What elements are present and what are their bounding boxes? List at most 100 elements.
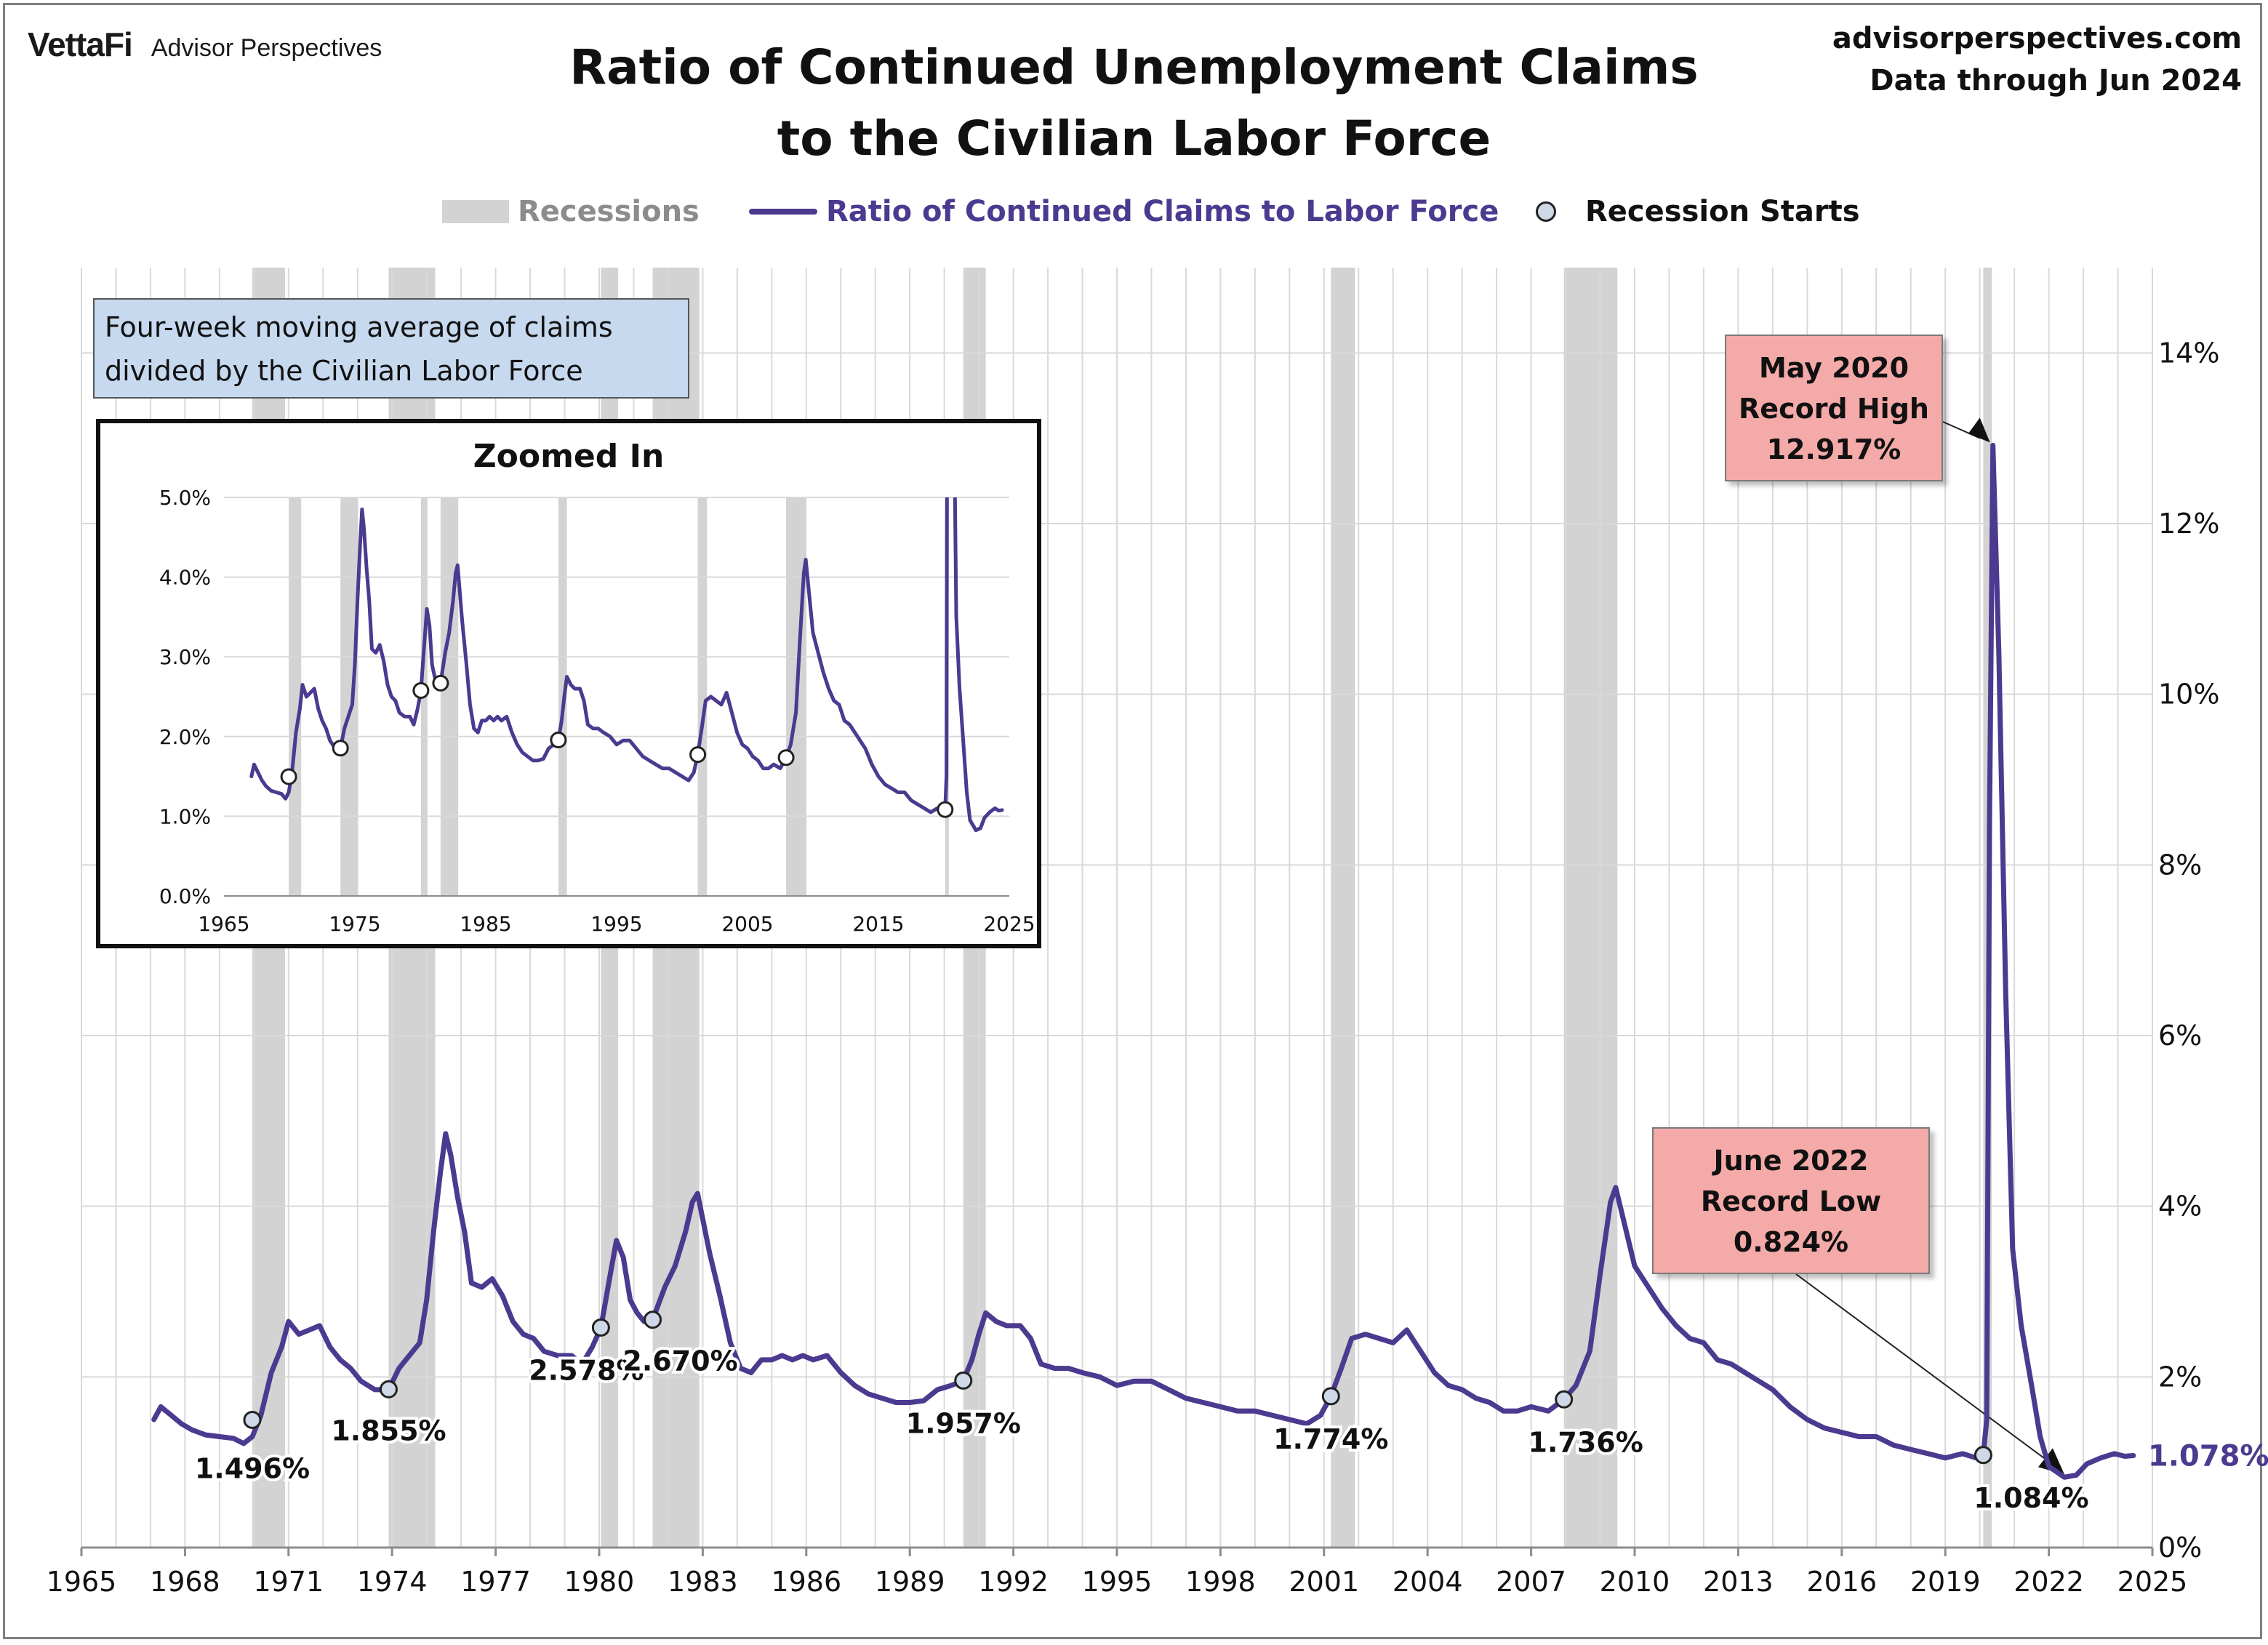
x-tick-label: 1971 — [253, 1566, 324, 1598]
y-tick-label: 0% — [2158, 1532, 2202, 1564]
inset-series-line — [249, 497, 1004, 833]
latest-value-label: 1.078% — [2148, 1440, 2268, 1473]
y-tick-label: 2% — [2158, 1361, 2202, 1393]
inset-recession-start-marker — [412, 681, 430, 699]
y-tick-label: 6% — [2158, 1020, 2202, 1052]
recession-start-label: 1.084% — [1974, 1482, 2088, 1514]
inset-x-tick-label: 1975 — [329, 912, 380, 936]
x-tick-label: 1986 — [771, 1566, 841, 1598]
recession-start-label: 1.774% — [1273, 1423, 1388, 1455]
x-tick-label: 1977 — [460, 1566, 531, 1598]
inset-x-tick-label: 2005 — [721, 912, 773, 936]
recession-start-marker — [243, 1410, 262, 1429]
title-line-2: to the Civilian Labor Force — [777, 111, 1491, 167]
inset-x-tick-label: 2015 — [852, 912, 904, 936]
recession-start-marker — [1555, 1390, 1574, 1409]
x-tick-label: 2001 — [1289, 1566, 1359, 1598]
x-tick-label: 2025 — [2117, 1566, 2188, 1598]
inset-y-tick-label: 3.0% — [159, 645, 211, 669]
record-high-value: 12.917% — [1766, 433, 1902, 465]
x-tick-label: 1983 — [668, 1566, 738, 1598]
x-tick-label: 2016 — [1806, 1566, 1877, 1598]
y-tick-label: 14% — [2158, 337, 2219, 369]
note-line-2: divided by the Civilian Labor Force — [105, 355, 583, 387]
recession-start-marker — [379, 1380, 398, 1398]
record-low-callout: June 2022 Record Low 0.824% — [1652, 1127, 1930, 1274]
recession-start-swatch — [1536, 201, 1556, 222]
inset-recession-start-marker — [689, 746, 707, 764]
y-tick-label: 4% — [2158, 1190, 2202, 1222]
x-tick-label: 2010 — [1600, 1566, 1670, 1598]
record-low-label: Record Low — [1700, 1185, 1882, 1217]
inset-recession-band — [697, 497, 708, 896]
y-tick-label: 8% — [2158, 849, 2202, 881]
recession-start-label: 1.855% — [331, 1414, 446, 1446]
data-through: Data through Jun 2024 — [1870, 64, 2242, 97]
record-low-leader — [1795, 1273, 2055, 1467]
record-high-callout: May 2020 Record High 12.917% — [1725, 335, 1943, 481]
recession-start-label: 2.670% — [622, 1345, 737, 1377]
record-low-arrowhead — [2037, 1448, 2064, 1475]
legend: Recessions Ratio of Continued Claims to … — [0, 195, 2268, 236]
inset-chart: Zoomed In 1965 1975 1985 1995 2005 2015 2025 0.… — [96, 419, 1041, 948]
inset-recession-band — [340, 497, 358, 896]
inset-title: Zoomed In — [473, 438, 665, 475]
recession-start-marker — [1321, 1387, 1340, 1406]
x-tick-label: 1968 — [150, 1566, 220, 1598]
x-tick-label: 2013 — [1703, 1566, 1774, 1598]
x-tick-label: 2007 — [1496, 1566, 1566, 1598]
vettafi-logo: VettaFi — [28, 25, 133, 63]
legend-recessions-label: Recessions — [518, 195, 700, 228]
x-tick-label: 1995 — [1082, 1566, 1153, 1598]
recession-start-marker — [644, 1310, 662, 1329]
recession-start-label: 1.736% — [1528, 1426, 1643, 1458]
inset-y-tick-label: 0.0% — [159, 884, 211, 908]
series-line — [151, 442, 2136, 1480]
inset-recession-band — [440, 497, 459, 896]
brand-name: Advisor Perspectives — [151, 34, 382, 62]
x-tick-label: 2022 — [2013, 1566, 2084, 1598]
recession-start-label: 1.496% — [195, 1452, 310, 1484]
recession-swatch — [442, 200, 509, 223]
x-tick-label: 2019 — [1910, 1566, 1981, 1598]
inset-y-tick-label: 4.0% — [159, 566, 211, 590]
source-info: advisorperspectives.com Data through Jun… — [1832, 17, 2242, 102]
record-low-date: June 2022 — [1713, 1145, 1869, 1177]
inset-recession-start-marker — [332, 740, 349, 757]
inset-recession-start-marker — [432, 674, 449, 692]
recession-start-marker — [591, 1318, 610, 1337]
inset-x-tick-label: 1965 — [198, 912, 249, 936]
inset-recession-start-marker — [550, 732, 567, 749]
inset-recession-start-marker — [937, 801, 954, 818]
recession-start-marker — [954, 1371, 973, 1390]
recession-start-marker — [1974, 1446, 1992, 1465]
x-tick-label: 1998 — [1185, 1566, 1256, 1598]
x-tick-label: 1989 — [875, 1566, 945, 1598]
recession-start-label: 2.578% — [529, 1355, 644, 1387]
inset-recession-band — [289, 497, 302, 896]
legend-series-label: Ratio of Continued Claims to Labor Force — [826, 195, 1499, 228]
x-tick-label: 1965 — [47, 1566, 117, 1598]
brand: VettaFi Advisor Perspectives — [28, 25, 382, 64]
inset-x-tick-label: 2025 — [983, 912, 1035, 936]
record-high-date: May 2020 — [1758, 352, 1910, 384]
note-line-1: Four-week moving average of claims — [105, 311, 613, 343]
inset-recession-start-marker — [280, 768, 297, 785]
inset-y-tick-label: 2.0% — [159, 725, 211, 749]
note-box: Four-week moving average of claims divid… — [93, 298, 689, 399]
x-tick-label: 1974 — [357, 1566, 428, 1598]
x-tick-label: 1980 — [564, 1566, 635, 1598]
inset-y-tick-label: 5.0% — [159, 486, 211, 510]
inset-y-tick-label: 1.0% — [159, 804, 211, 828]
legend-recessions: Recessions — [442, 195, 700, 228]
chart-frame — [3, 3, 2262, 1639]
record-low-value: 0.824% — [1733, 1226, 1849, 1258]
x-tick-label: 1992 — [978, 1566, 1049, 1598]
x-tick-label: 2004 — [1393, 1566, 1463, 1598]
legend-starts: Recession Starts — [1536, 195, 1860, 228]
inset-x-tick-label: 1995 — [590, 912, 642, 936]
source-site: advisorperspectives.com — [1832, 22, 2242, 55]
inset-recession-start-marker — [777, 749, 795, 767]
inset-plot: 1965 1975 1985 1995 2005 2015 2025 0.0% 1.0% 2.0%… — [159, 486, 1035, 936]
title-line-1: Ratio of Continued Unemployment Claims — [569, 39, 1699, 95]
